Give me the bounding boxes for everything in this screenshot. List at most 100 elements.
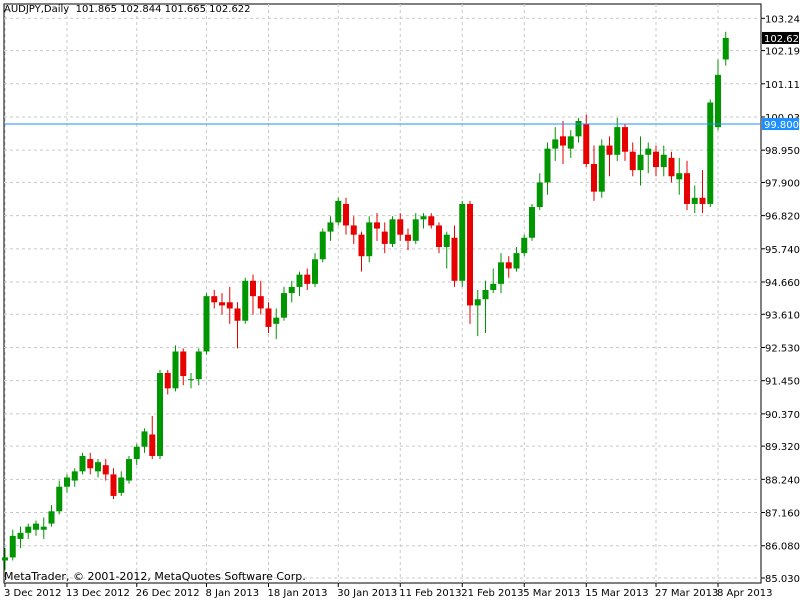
candle-body: [358, 234, 365, 257]
y-tick-label: 88.240: [765, 475, 800, 486]
candle-body: [397, 219, 404, 235]
candle-body: [521, 237, 528, 254]
candle-body: [560, 136, 566, 146]
candle-body: [250, 280, 256, 297]
copyright-label: MetaTrader, © 2001-2012, MetaQuotes Soft…: [4, 570, 306, 583]
candle-body: [226, 302, 233, 309]
candle-body: [265, 308, 272, 327]
candle-body: [436, 225, 442, 247]
candle-body: [591, 163, 597, 192]
x-tick-label: 26 Dec 2012: [136, 588, 200, 599]
x-tick-label: 30 Jan 2013: [337, 588, 397, 599]
candle-body: [56, 486, 63, 512]
candle-body: [622, 127, 628, 152]
level-label: 99.800: [764, 120, 799, 131]
candle-body: [668, 157, 675, 177]
plot-frame: [3, 3, 762, 584]
x-tick-label: 13 Dec 2012: [66, 588, 130, 599]
y-tick-label: 90.370: [765, 410, 800, 421]
candle-body: [505, 262, 512, 269]
candle-body: [691, 197, 698, 204]
candle-body: [87, 459, 94, 469]
candle-body: [9, 535, 16, 558]
candle-body: [149, 434, 156, 456]
ohlc-label: 101.865 102.844 101.665 102.622: [75, 4, 251, 15]
candle-body: [211, 296, 218, 303]
candle-body: [529, 207, 535, 238]
candle-body: [536, 182, 543, 208]
candle-body: [281, 293, 287, 318]
x-tick-label: 8 Apr 2013: [717, 588, 772, 599]
candle-body: [327, 222, 334, 232]
candle-body: [498, 262, 504, 284]
chart-header: AUDJPY,Daily 101.865 102.844 101.665 102…: [4, 4, 251, 15]
candle-body: [567, 136, 574, 149]
candle-body: [40, 526, 47, 530]
candle-body: [180, 351, 187, 377]
candle-body: [203, 296, 210, 352]
candle-body: [79, 455, 86, 472]
y-tick-label: 91.450: [765, 377, 800, 388]
candle-body: [544, 148, 551, 183]
candle-body: [459, 203, 466, 281]
y-tick-label: 89.320: [765, 442, 800, 453]
candle-body: [164, 372, 171, 389]
candle-body: [102, 465, 109, 475]
candle-body: [126, 459, 132, 481]
candle-body: [2, 557, 8, 561]
candle-body: [374, 222, 380, 229]
y-tick-label: 93.610: [765, 310, 800, 321]
candle-body: [273, 317, 280, 324]
candle-body: [490, 283, 497, 291]
current-price-label: 102.622: [764, 34, 800, 45]
candle-body: [660, 154, 667, 168]
level-label-bg: [762, 118, 799, 131]
y-tick-label: 92.530: [765, 343, 800, 354]
candle-body: [17, 532, 24, 539]
y-tick-label: 101.110: [765, 80, 800, 91]
candle-body: [350, 225, 357, 235]
x-tick-label: 18 Jan 2013: [268, 588, 328, 599]
candle-body: [699, 197, 706, 204]
y-tick-label: 102.190: [765, 47, 800, 58]
x-tick-label: 8 Jan 2013: [206, 588, 260, 599]
candle-body: [443, 234, 450, 247]
candle-body: [257, 296, 264, 309]
x-tick-label: 3 Dec 2012: [4, 588, 62, 599]
candle-body: [653, 151, 659, 168]
y-tick-label: 86.080: [765, 542, 800, 553]
candle-body: [645, 148, 652, 155]
candle-body: [614, 127, 621, 155]
y-tick-label: 96.820: [765, 212, 800, 223]
candle-body: [684, 173, 690, 204]
candle-body: [296, 274, 303, 287]
candle-body: [64, 477, 70, 487]
candle-body: [707, 102, 714, 204]
candle-body: [312, 259, 318, 284]
candle-body: [676, 173, 683, 180]
y-tick-label: 98.950: [765, 146, 800, 157]
symbol-label: AUDJPY,Daily: [4, 4, 70, 15]
candle-body: [381, 231, 388, 244]
candle-body: [133, 446, 140, 460]
y-tick-label: 94.660: [765, 278, 800, 289]
candle-body: [219, 302, 225, 306]
candle-body: [71, 471, 78, 481]
x-tick-label: 5 Mar 2013: [523, 588, 580, 599]
x-tick-label: 11 Feb 2013: [399, 588, 461, 599]
candle-body: [513, 253, 520, 269]
candle-body: [451, 237, 458, 281]
candle-body: [482, 290, 489, 300]
candle-body: [428, 216, 435, 226]
candle-body: [195, 351, 202, 380]
candle-body: [95, 462, 101, 472]
candle-body: [552, 139, 559, 149]
x-tick-label: 27 Mar 2013: [655, 588, 718, 599]
candle-body: [141, 431, 148, 447]
candle-body: [172, 351, 179, 389]
candle-body: [420, 216, 427, 220]
candle-body: [474, 299, 481, 306]
candle-body: [343, 203, 349, 226]
